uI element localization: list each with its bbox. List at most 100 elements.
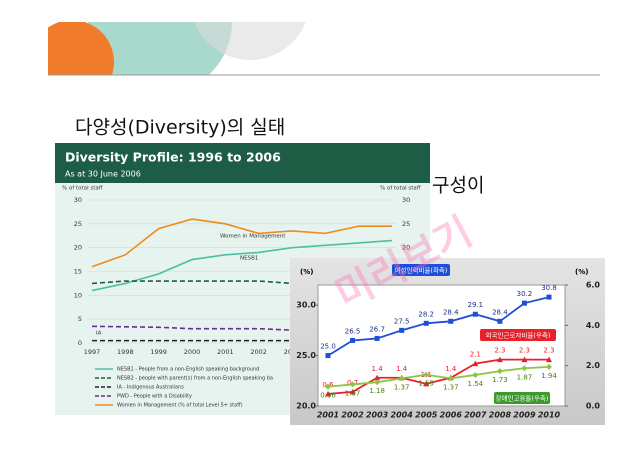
data-label: 1.55: [418, 380, 434, 388]
data-label: 2.1: [470, 351, 481, 359]
chart-subtitle: As at 30 June 2006: [65, 170, 141, 179]
y-tick-label: 20.0: [296, 402, 316, 411]
marker: [472, 360, 479, 367]
data-label: 1.73: [492, 376, 508, 384]
marker: [325, 353, 331, 359]
y2-axis-label: % of total staff: [380, 186, 421, 192]
legend-label: 외국인근로자비율(우측): [486, 331, 551, 340]
data-label: 2.3: [519, 347, 530, 355]
marker: [521, 356, 528, 363]
y2-tick-label: 2.0: [586, 361, 601, 370]
y-axis-label: % of total staff: [62, 186, 103, 192]
data-label: 1.37: [394, 383, 410, 391]
data-label: 1.54: [468, 380, 484, 388]
y2-tick-label: 4.0: [586, 321, 601, 330]
marker: [472, 371, 479, 378]
x-tick-label: 2009: [513, 411, 536, 420]
x-tick-label: 2002: [250, 348, 267, 356]
legend-label: IA - Indigenous Australians: [117, 385, 184, 391]
y-tick-label: 30: [74, 196, 82, 204]
y-tick-label: 30.0: [296, 301, 316, 310]
legend-label: Women in Management (% of total Level 5+…: [117, 403, 243, 409]
slide-title: 다양성(Diversity)의 실태: [75, 117, 285, 139]
data-label: 30.2: [517, 290, 533, 298]
data-label: 1.4: [372, 365, 384, 373]
y2-tick-label: 0.0: [586, 402, 601, 411]
marker: [423, 380, 430, 387]
marker: [325, 390, 331, 397]
series-line: [91, 218, 392, 268]
data-label: 26.5: [345, 327, 361, 335]
data-label: 29.1: [468, 301, 484, 309]
x-tick-label: 1997: [84, 348, 101, 356]
y-tick-label: 5: [78, 315, 82, 323]
data-label: 27.5: [394, 317, 410, 325]
y-tick-label: 20: [74, 244, 82, 252]
legend-box: [480, 329, 556, 341]
x-tick-label: 1998: [117, 348, 134, 356]
y2-tick-label: 25: [402, 220, 410, 228]
annotation: Women in Management: [220, 234, 286, 240]
marker: [349, 381, 356, 388]
x-tick-label: 2000: [184, 348, 201, 356]
y-tick-label: 15: [74, 268, 82, 276]
legend-box: [392, 264, 450, 276]
series-line: [327, 365, 550, 388]
data-label: 2.3: [494, 347, 505, 355]
x-tick-label: 2001: [317, 411, 339, 420]
decoration: [48, 22, 306, 75]
y2-tick-label: 20: [402, 244, 410, 252]
marker: [399, 327, 405, 333]
marker: [447, 375, 454, 382]
marker: [546, 356, 552, 363]
marker: [349, 388, 356, 395]
marker: [546, 294, 552, 300]
data-label: 30.8: [541, 284, 557, 292]
side-text: 구성이: [432, 175, 484, 197]
annotation: IA: [96, 331, 102, 337]
data-label: 26.7: [369, 325, 385, 333]
y-tick-label: 10: [74, 291, 82, 299]
data-label: 1.4: [396, 365, 408, 373]
series-line: [327, 358, 549, 395]
y-tick-label: 0: [78, 339, 82, 347]
x-tick-label: 2005: [415, 411, 438, 420]
marker: [496, 368, 503, 375]
marker: [423, 371, 430, 378]
series-line: [327, 296, 550, 357]
data-label: 28.4: [492, 308, 508, 316]
x-tick-label: 2006: [440, 411, 463, 420]
marker: [472, 311, 478, 317]
data-label: 28.4: [443, 308, 459, 316]
x-tick-label: 2010: [538, 411, 561, 420]
x-tick-label: 2008: [489, 411, 512, 420]
chart-2: 20.025.030.00.02.04.06.0(%) (%)2001 2002 20…: [296, 264, 600, 420]
legend-label: 여성인력비율(좌측): [395, 266, 448, 275]
marker: [496, 356, 503, 363]
series-line: [91, 239, 393, 292]
marker: [374, 335, 380, 341]
marker: [398, 375, 405, 382]
data-label: 28.2: [418, 310, 434, 318]
data-label: 0.96: [320, 392, 336, 400]
data-label: 1.37: [443, 383, 459, 391]
y2-axis-label: (%): [575, 268, 588, 276]
legend-label: 장애인고용률(우측): [496, 394, 549, 403]
data-label: 1.87: [517, 373, 533, 381]
marker: [521, 365, 528, 372]
marker: [374, 374, 381, 381]
marker: [423, 320, 429, 326]
data-label: 1.94: [541, 372, 557, 380]
marker: [497, 318, 503, 324]
legend-label: PWD - People with a Disability: [117, 394, 192, 400]
data-label: 25.0: [320, 343, 336, 351]
legend-box: [494, 392, 550, 404]
data-label: 1.4: [445, 365, 457, 373]
marker: [521, 300, 527, 306]
chart-title: Diversity Profile: 1996 to 2006: [65, 150, 281, 165]
y-axis-label: (%): [300, 268, 313, 276]
marker: [325, 383, 331, 390]
marker: [350, 337, 356, 343]
x-tick-label: 2004: [391, 411, 414, 420]
